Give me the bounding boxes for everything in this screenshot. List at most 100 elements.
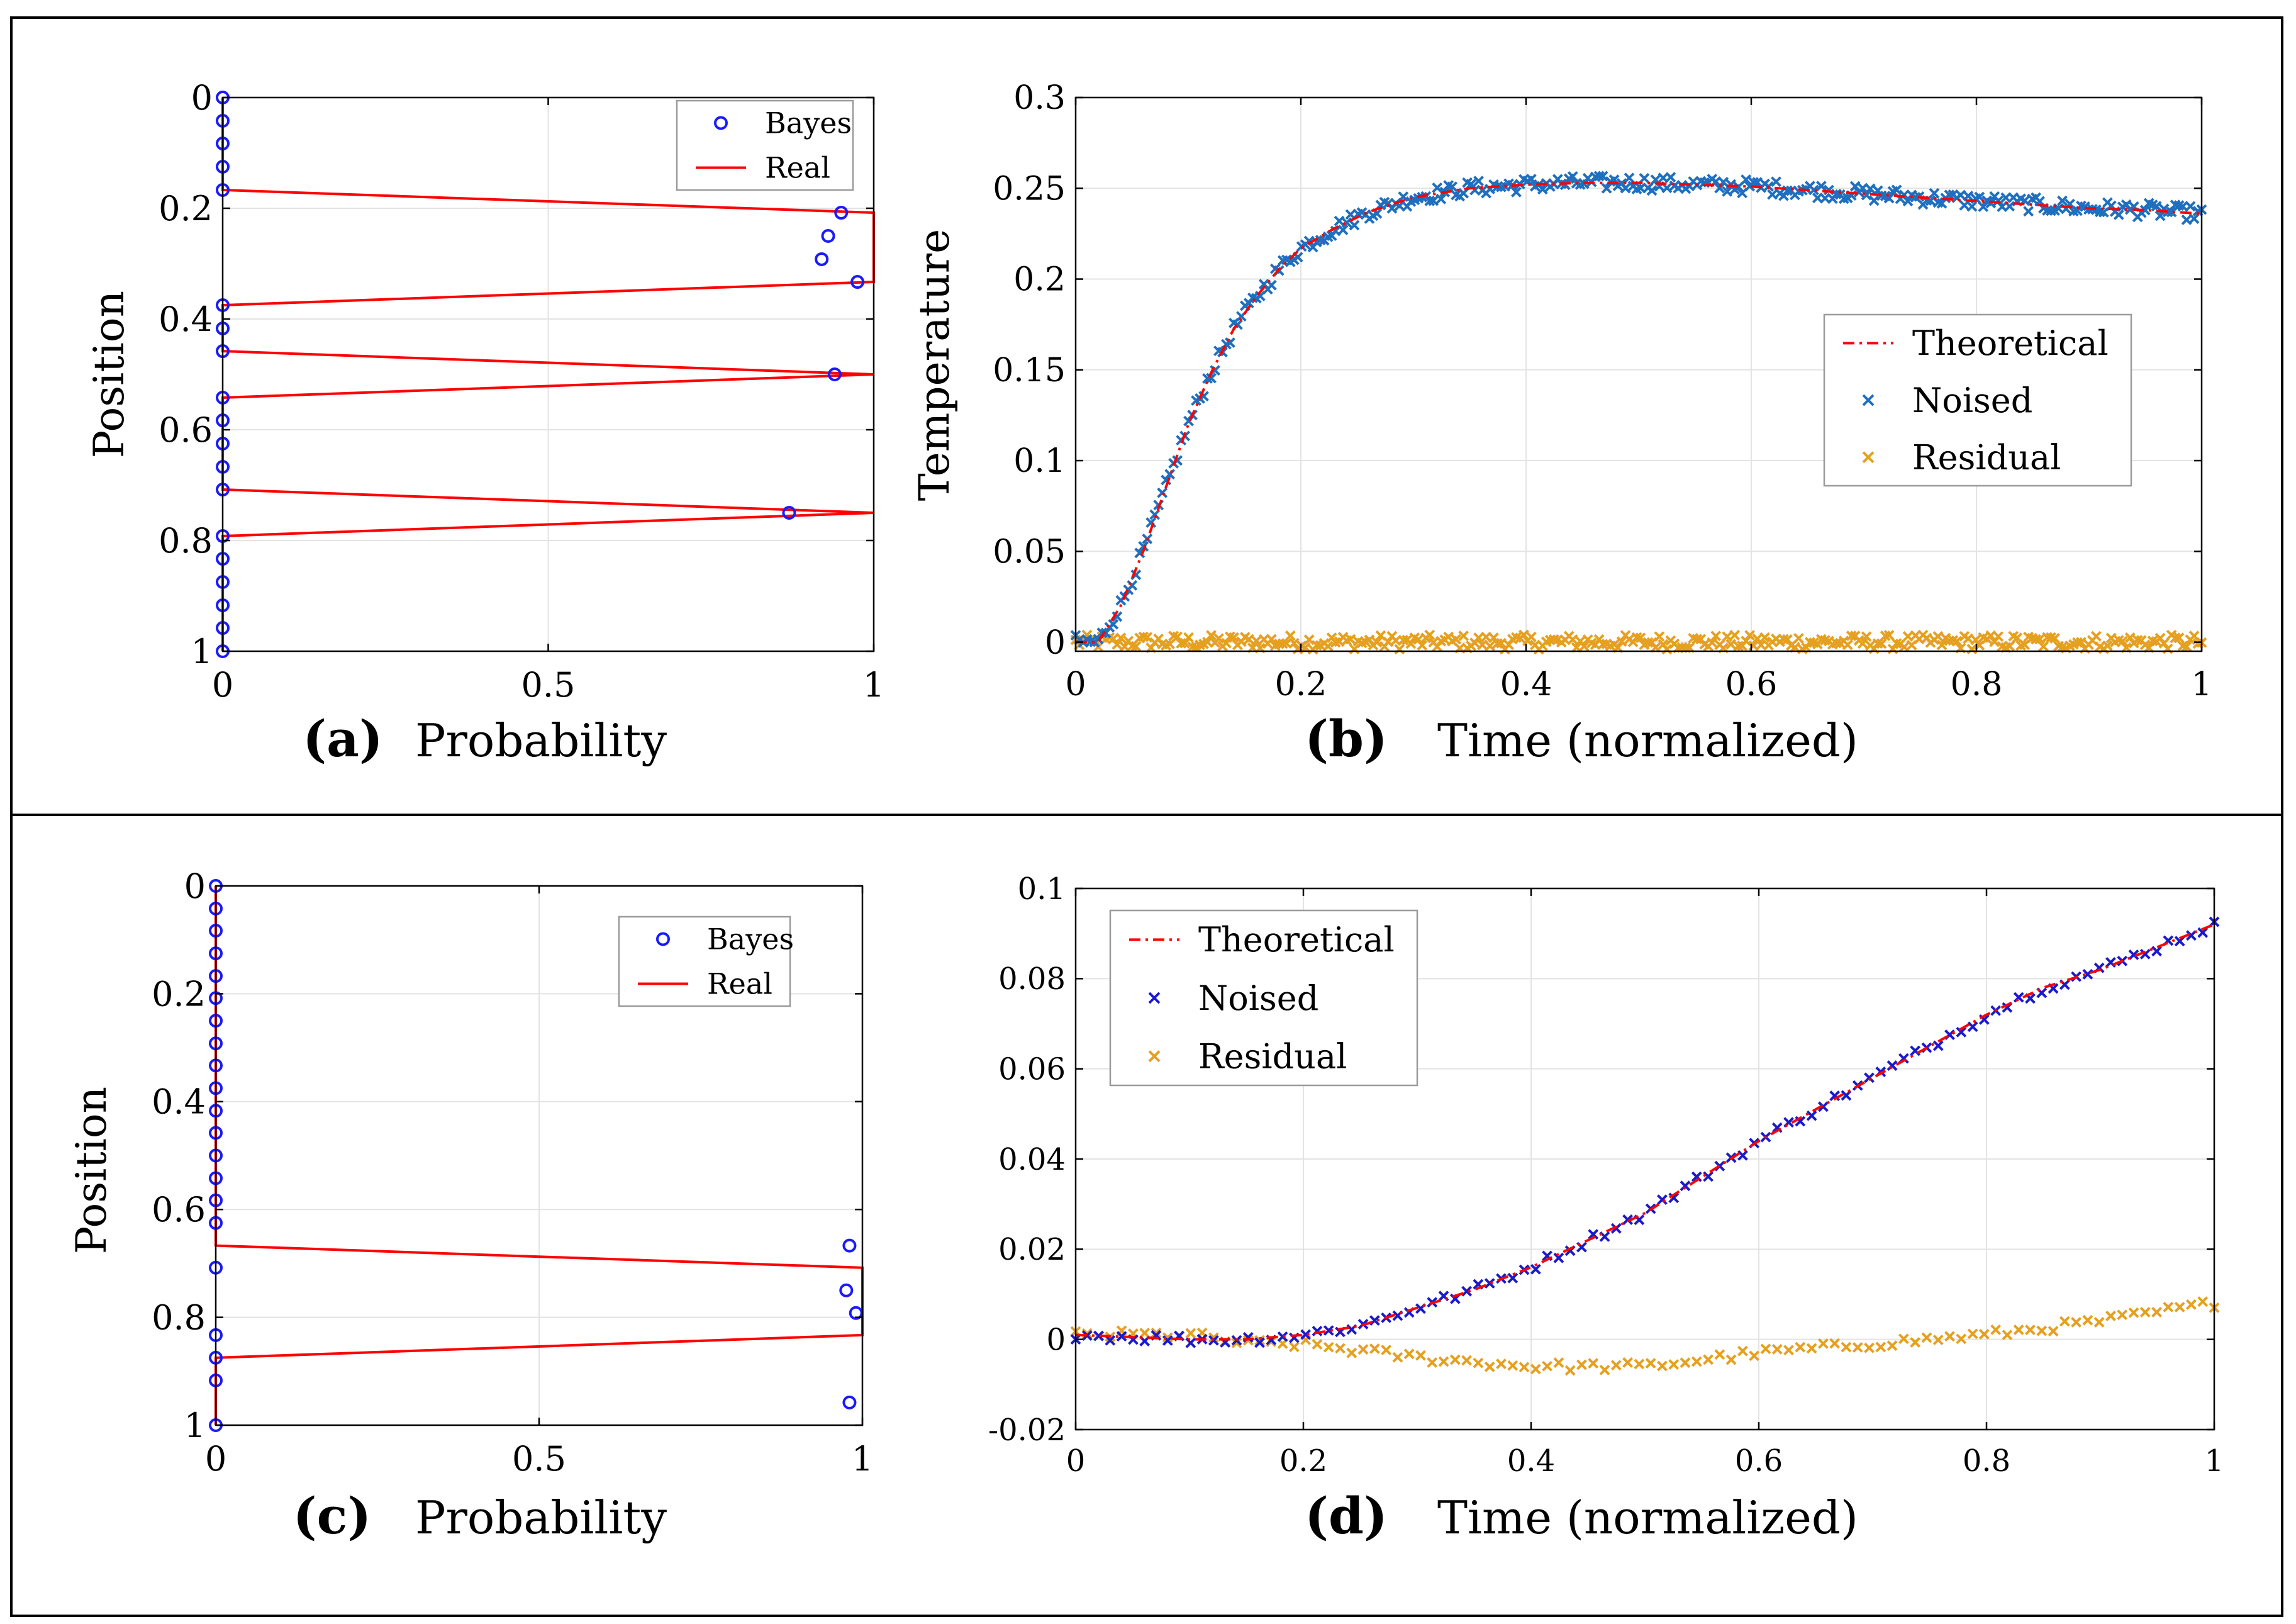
residual-point	[1725, 639, 1737, 650]
legend-entry-label: Residual	[1198, 1037, 1347, 1077]
x-tick-label: 0	[1066, 1443, 1086, 1479]
residual-point	[1183, 632, 1195, 643]
noised-point	[1737, 1150, 1748, 1161]
noised-point	[1458, 188, 1469, 199]
residual-point	[1403, 1348, 1415, 1360]
legend-box	[618, 916, 791, 1007]
x-tick-label: 0	[1065, 666, 1086, 703]
residual-point	[1932, 1335, 1944, 1345]
y-tick-label: 0.6	[159, 410, 213, 450]
noised-point	[2154, 210, 2166, 221]
residual-point	[2093, 1317, 2105, 1328]
y-tick-label: 0.06	[998, 1051, 1066, 1087]
residual-point	[1311, 640, 1322, 651]
residual-point	[1130, 641, 1142, 652]
noised-point	[1993, 195, 2004, 206]
residual-point	[1725, 1354, 1737, 1365]
y-tick-label: 0.05	[993, 534, 1066, 571]
x-tick-label: 1	[2205, 1443, 2224, 1479]
x-tick-label: 1	[852, 1439, 873, 1479]
legend-bayes-marker	[714, 116, 728, 130]
noised-point	[1883, 193, 1895, 204]
y-tick-label: 0.2	[1013, 261, 1066, 299]
residual-point	[1967, 1328, 1978, 1340]
x-tick-label: 0.5	[521, 665, 576, 705]
y-tick-label: 0.04	[998, 1142, 1066, 1177]
residual-point	[1503, 639, 1514, 651]
residual-point	[1413, 634, 1424, 645]
residual-point	[1634, 1358, 1645, 1370]
residual-point	[1427, 1357, 1438, 1368]
residual-point	[1548, 634, 1559, 645]
residual-point	[2031, 634, 2042, 645]
residual-point	[1886, 1340, 1898, 1352]
residual-point	[2117, 636, 2128, 647]
real-line	[221, 98, 875, 651]
residual-point	[1650, 642, 1661, 653]
y-tick-label: 0.3	[1013, 79, 1066, 117]
panel-b-legend[interactable]: Theoretical Noised Residual	[1823, 313, 2132, 487]
bayes-point	[839, 1283, 854, 1297]
residual-point	[1451, 634, 1462, 645]
noised-point	[1703, 1171, 1714, 1182]
y-tick-label: 0.1	[1018, 871, 1066, 907]
residual-point	[2076, 637, 2087, 648]
residual-point	[1691, 1356, 1702, 1367]
panel-d-legend[interactable]: Theoretical Noised Residual	[1109, 909, 1418, 1087]
residual-point	[1841, 1341, 1852, 1353]
noised-point	[2185, 201, 2196, 212]
residual-point	[2151, 1307, 2163, 1318]
bayes-point	[849, 1306, 863, 1320]
panel-d-series	[1070, 916, 2220, 1376]
bayes-point	[850, 275, 865, 289]
residual-point	[2132, 634, 2143, 646]
noised-point	[1967, 1021, 1978, 1033]
y-tick-label: 0.2	[152, 974, 206, 1014]
residual-point	[1783, 1345, 1794, 1356]
noised-point	[1312, 1325, 1323, 1336]
bayes-point	[842, 1238, 857, 1253]
noised-point	[1116, 1331, 1127, 1342]
panel-a-xlabel: Probability	[415, 714, 667, 767]
noised-point	[1966, 201, 1978, 212]
y-tick-label: 0.8	[152, 1298, 206, 1338]
residual-point	[1710, 630, 1722, 642]
noised-point	[1206, 372, 1217, 384]
noised-point	[1932, 1040, 1944, 1051]
residual-point	[1635, 632, 1646, 644]
panel-c-legend[interactable]: Bayes Real	[618, 916, 794, 1007]
residual-point	[1405, 638, 1417, 649]
y-tick-label: 0	[184, 866, 206, 906]
noised-point	[1868, 195, 1880, 206]
residual-point	[1790, 642, 1800, 653]
residual-point	[1231, 1337, 1242, 1348]
y-tick-label: 0	[1046, 1322, 1066, 1357]
noised-point	[1161, 474, 1172, 486]
residual-point	[1864, 1342, 1875, 1353]
residual-point	[2036, 1325, 2048, 1336]
residual-point	[1806, 1343, 1817, 1354]
residual-point	[1883, 630, 1895, 641]
noised-point	[1714, 182, 1725, 194]
residual-point	[1846, 630, 1857, 641]
noised-point	[1300, 1329, 1312, 1340]
residual-point	[1229, 632, 1239, 643]
noised-point	[1891, 184, 1902, 196]
x-tick-label: 1	[2191, 666, 2212, 703]
residual-point	[2082, 1314, 2093, 1326]
residual-point	[1288, 637, 1300, 649]
panel-a-legend[interactable]: Bayes Real	[676, 99, 854, 191]
x-tick-label: 0.6	[1735, 1443, 1783, 1479]
residual-point	[1963, 633, 1974, 644]
residual-point	[1398, 634, 1409, 646]
noised-point	[1428, 195, 1439, 206]
noised-point	[1447, 181, 1458, 193]
y-tick-label: 1	[184, 1406, 206, 1445]
noised-point	[1849, 181, 1861, 192]
noised-point	[1823, 184, 1834, 196]
noised-point	[1484, 1278, 1495, 1289]
residual-point	[1139, 1328, 1151, 1338]
noised-point	[1398, 191, 1409, 202]
